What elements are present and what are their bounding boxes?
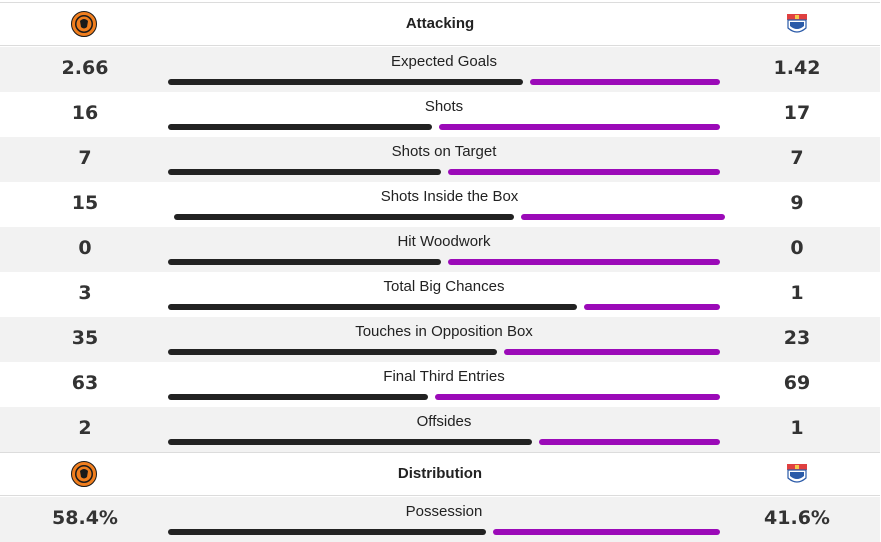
home-stat-bar — [168, 169, 441, 175]
away-stat-bar — [448, 259, 720, 265]
section-title: Distribution — [397, 465, 483, 482]
away-stat-value: 41.6% — [764, 507, 830, 529]
stat-row: 7 7 Shots on Target — [0, 137, 880, 182]
away-stat-value: 1 — [790, 282, 804, 304]
home-stat-bar — [168, 394, 428, 400]
stat-row: 2 1 Offsides — [0, 407, 880, 452]
away-stat-bar — [530, 79, 720, 85]
stat-label: Shots — [424, 98, 464, 115]
away-stat-bar — [493, 529, 720, 535]
home-stat-value: 15 — [71, 192, 99, 214]
stat-row: 15 9 Shots Inside the Box — [0, 182, 880, 227]
away-stat-bar — [539, 439, 720, 445]
home-stat-value: 3 — [78, 282, 92, 304]
home-stat-bar — [168, 439, 532, 445]
home-stat-bar — [168, 529, 486, 535]
away-stat-value: 1 — [790, 417, 804, 439]
stat-label: Shots Inside the Box — [380, 188, 519, 205]
kilmarnock-crest-icon — [787, 14, 807, 33]
away-stat-value: 7 — [790, 147, 804, 169]
home-stat-value: 58.4% — [52, 507, 118, 529]
away-stat-bar — [504, 349, 720, 355]
section-header-distribution: Distribution — [0, 452, 880, 496]
home-stat-value: 7 — [78, 147, 92, 169]
stat-label: Final Third Entries — [383, 368, 505, 385]
away-stat-bar — [584, 304, 720, 310]
away-stat-bar — [435, 394, 720, 400]
home-stat-value: 63 — [71, 372, 99, 394]
section-title: Attacking — [405, 15, 475, 32]
section-header-attacking: Attacking — [0, 2, 880, 46]
home-stat-value: 16 — [71, 102, 99, 124]
dundee-united-crest-icon — [71, 461, 97, 487]
kilmarnock-crest-icon — [787, 464, 807, 483]
away-stat-bar — [448, 169, 720, 175]
stat-row: 63 69 Final Third Entries — [0, 362, 880, 407]
home-stat-value: 2.66 — [61, 57, 109, 79]
stat-label: Possession — [405, 503, 483, 520]
stat-row: 16 17 Shots — [0, 92, 880, 137]
home-stat-bar — [168, 349, 497, 355]
stat-label: Touches in Opposition Box — [355, 323, 533, 340]
stat-row: 3 1 Total Big Chances — [0, 272, 880, 317]
stat-label: Expected Goals — [391, 53, 497, 70]
away-stat-bar — [521, 214, 725, 220]
home-stat-value: 2 — [78, 417, 92, 439]
home-stat-value: 0 — [78, 237, 92, 259]
home-stat-value: 35 — [71, 327, 99, 349]
away-stat-value: 1.42 — [773, 57, 821, 79]
stat-label: Hit Woodwork — [397, 233, 491, 250]
away-stat-value: 9 — [790, 192, 804, 214]
home-stat-bar — [168, 259, 441, 265]
home-stat-bar — [174, 214, 514, 220]
home-stat-bar — [168, 124, 432, 130]
dundee-united-crest-icon — [71, 11, 97, 37]
stat-row: 35 23 Touches in Opposition Box — [0, 317, 880, 362]
away-stat-value: 0 — [790, 237, 804, 259]
stat-label: Shots on Target — [391, 143, 497, 160]
away-stat-value: 23 — [783, 327, 811, 349]
home-stat-bar — [168, 79, 523, 85]
away-stat-bar — [439, 124, 720, 130]
home-stat-bar — [168, 304, 577, 310]
stat-row: 2.66 1.42 Expected Goals — [0, 47, 880, 92]
stat-row: 58.4% 41.6% Possession — [0, 497, 880, 542]
stat-row: 0 0 Hit Woodwork — [0, 227, 880, 272]
away-stat-value: 17 — [783, 102, 811, 124]
stat-label: Total Big Chances — [383, 278, 505, 295]
stat-label: Offsides — [416, 413, 472, 430]
away-stat-value: 69 — [783, 372, 811, 394]
